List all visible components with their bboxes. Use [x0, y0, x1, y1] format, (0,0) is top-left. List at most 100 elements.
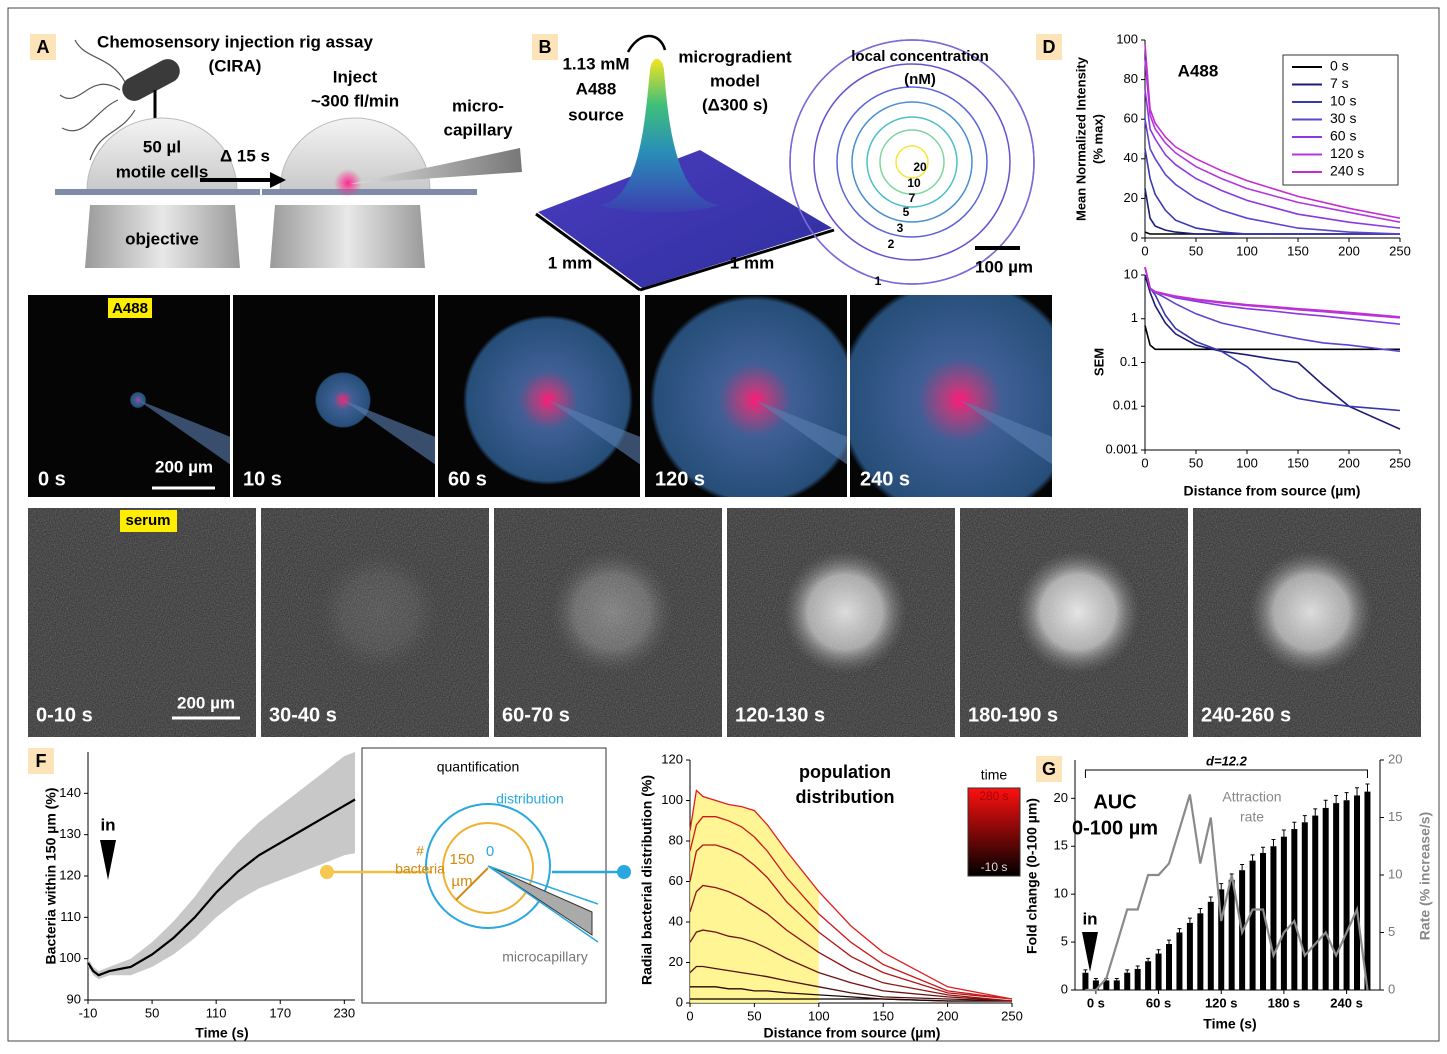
chart-title: population	[799, 762, 891, 782]
y-tick-label: 0	[1061, 981, 1068, 996]
y-tick-label: 120	[661, 751, 683, 766]
legend-label: 240 s	[1330, 163, 1364, 179]
x-tick-label: 150	[1287, 243, 1309, 258]
slide	[55, 189, 260, 195]
panel-label: A	[37, 37, 50, 57]
x-tick-label: 180 s	[1268, 995, 1301, 1010]
bar	[1333, 803, 1339, 990]
contour	[814, 64, 1010, 260]
connector-dot	[320, 865, 334, 879]
chart-title: distribution	[796, 787, 895, 807]
time-label: 240-260 s	[1201, 704, 1291, 726]
y-tick-label: 40	[669, 913, 683, 928]
y-tick-label: 100	[59, 950, 81, 965]
series-line	[1145, 267, 1400, 317]
x-tick-label: 240 s	[1330, 995, 1363, 1010]
label: 100 µm	[975, 257, 1033, 276]
contour-label: 2	[888, 237, 895, 251]
time-label: 60-70 s	[502, 704, 570, 726]
x-tick-label: 200	[1338, 243, 1360, 258]
contour	[837, 87, 987, 237]
panel-label: B	[539, 37, 552, 57]
x-tick-label: 230	[333, 1005, 355, 1020]
connector-dot	[617, 865, 631, 879]
error-bar	[1198, 909, 1202, 914]
x-tick-label: 50	[145, 1005, 159, 1020]
error-bar	[1167, 940, 1171, 944]
legend-label: 7 s	[1330, 75, 1349, 91]
y2-tick-label: 15	[1388, 809, 1402, 824]
x-tick-label: 60 s	[1146, 995, 1171, 1010]
x-tick-label: -10	[79, 1005, 98, 1020]
annotation: A488	[1178, 61, 1219, 80]
label: 50 µl	[143, 137, 181, 156]
label: (Δ300 s)	[702, 95, 768, 114]
error-bar	[1345, 793, 1349, 801]
y-tick-label: 80	[669, 832, 683, 847]
bar	[1135, 969, 1141, 990]
y-tick-label: 0.1	[1120, 354, 1138, 369]
x-tick-label: 170	[269, 1005, 291, 1020]
x-tick-label: 110	[206, 1005, 227, 1020]
error-bar	[1136, 966, 1140, 969]
y-tick-label: 20	[1124, 190, 1138, 205]
y2-tick-label: 20	[1388, 751, 1402, 766]
contour-label: 20	[913, 160, 927, 174]
annotation-arrow	[1082, 932, 1098, 972]
label: 1 mm	[548, 253, 592, 272]
bar	[1145, 961, 1151, 990]
label: d=12.2	[1206, 753, 1248, 768]
legend-label: 10 s	[1330, 93, 1356, 109]
bracket	[1085, 770, 1367, 778]
panel-label: G	[1042, 759, 1056, 779]
error-bar	[1313, 809, 1317, 816]
slide	[262, 189, 477, 195]
bar	[1176, 933, 1182, 991]
annotation-arrow	[100, 840, 116, 880]
label: (nM)	[904, 71, 936, 88]
objective	[270, 205, 425, 268]
label: Radial bacterial distribution (%)	[639, 775, 655, 985]
error-bar	[1177, 929, 1181, 933]
series-line	[1145, 267, 1400, 324]
y-tick-label: 60	[669, 873, 683, 888]
error-bar	[1219, 884, 1223, 890]
bar	[1302, 822, 1308, 990]
error-bar	[1365, 784, 1369, 792]
label: 200 µm	[177, 693, 235, 712]
bacteria-cluster	[1249, 550, 1373, 674]
label: AUC	[1093, 791, 1136, 813]
y-tick-label: 60	[1124, 111, 1138, 126]
label: 150	[449, 851, 474, 868]
contour-label: 5	[903, 205, 910, 219]
label: 280 s	[979, 789, 1008, 803]
label: source	[568, 105, 624, 124]
label: ~300 fl/min	[311, 91, 399, 110]
highlight-region	[690, 790, 819, 1003]
label: objective	[125, 229, 199, 248]
time-label: 60 s	[448, 468, 487, 490]
label: Distance from source (µm)	[764, 1025, 941, 1041]
x-tick-label: 100	[1236, 243, 1258, 258]
label: rate	[1240, 809, 1264, 825]
label: 200 µm	[155, 457, 213, 476]
x-tick-label: 100	[808, 1008, 830, 1023]
error-bar	[1251, 855, 1255, 861]
y-tick-label: 100	[1116, 31, 1138, 46]
bar	[1197, 913, 1203, 990]
micrograph	[727, 508, 955, 737]
y-tick-label: 0.01	[1113, 398, 1138, 413]
contour-label: 3	[897, 221, 904, 235]
x-tick-label: 200	[1338, 455, 1360, 470]
bar	[1312, 816, 1318, 990]
bacteria-cluster	[783, 550, 907, 674]
label: in	[1082, 909, 1097, 928]
y-tick-label: 1	[1131, 310, 1138, 325]
image	[438, 295, 648, 497]
bar	[1281, 837, 1287, 990]
y2-tick-label: 0	[1388, 981, 1395, 996]
annotation: in	[100, 815, 115, 834]
micrograph	[960, 508, 1188, 737]
error-bar	[1271, 840, 1275, 847]
x-tick-label: 50	[1189, 455, 1203, 470]
